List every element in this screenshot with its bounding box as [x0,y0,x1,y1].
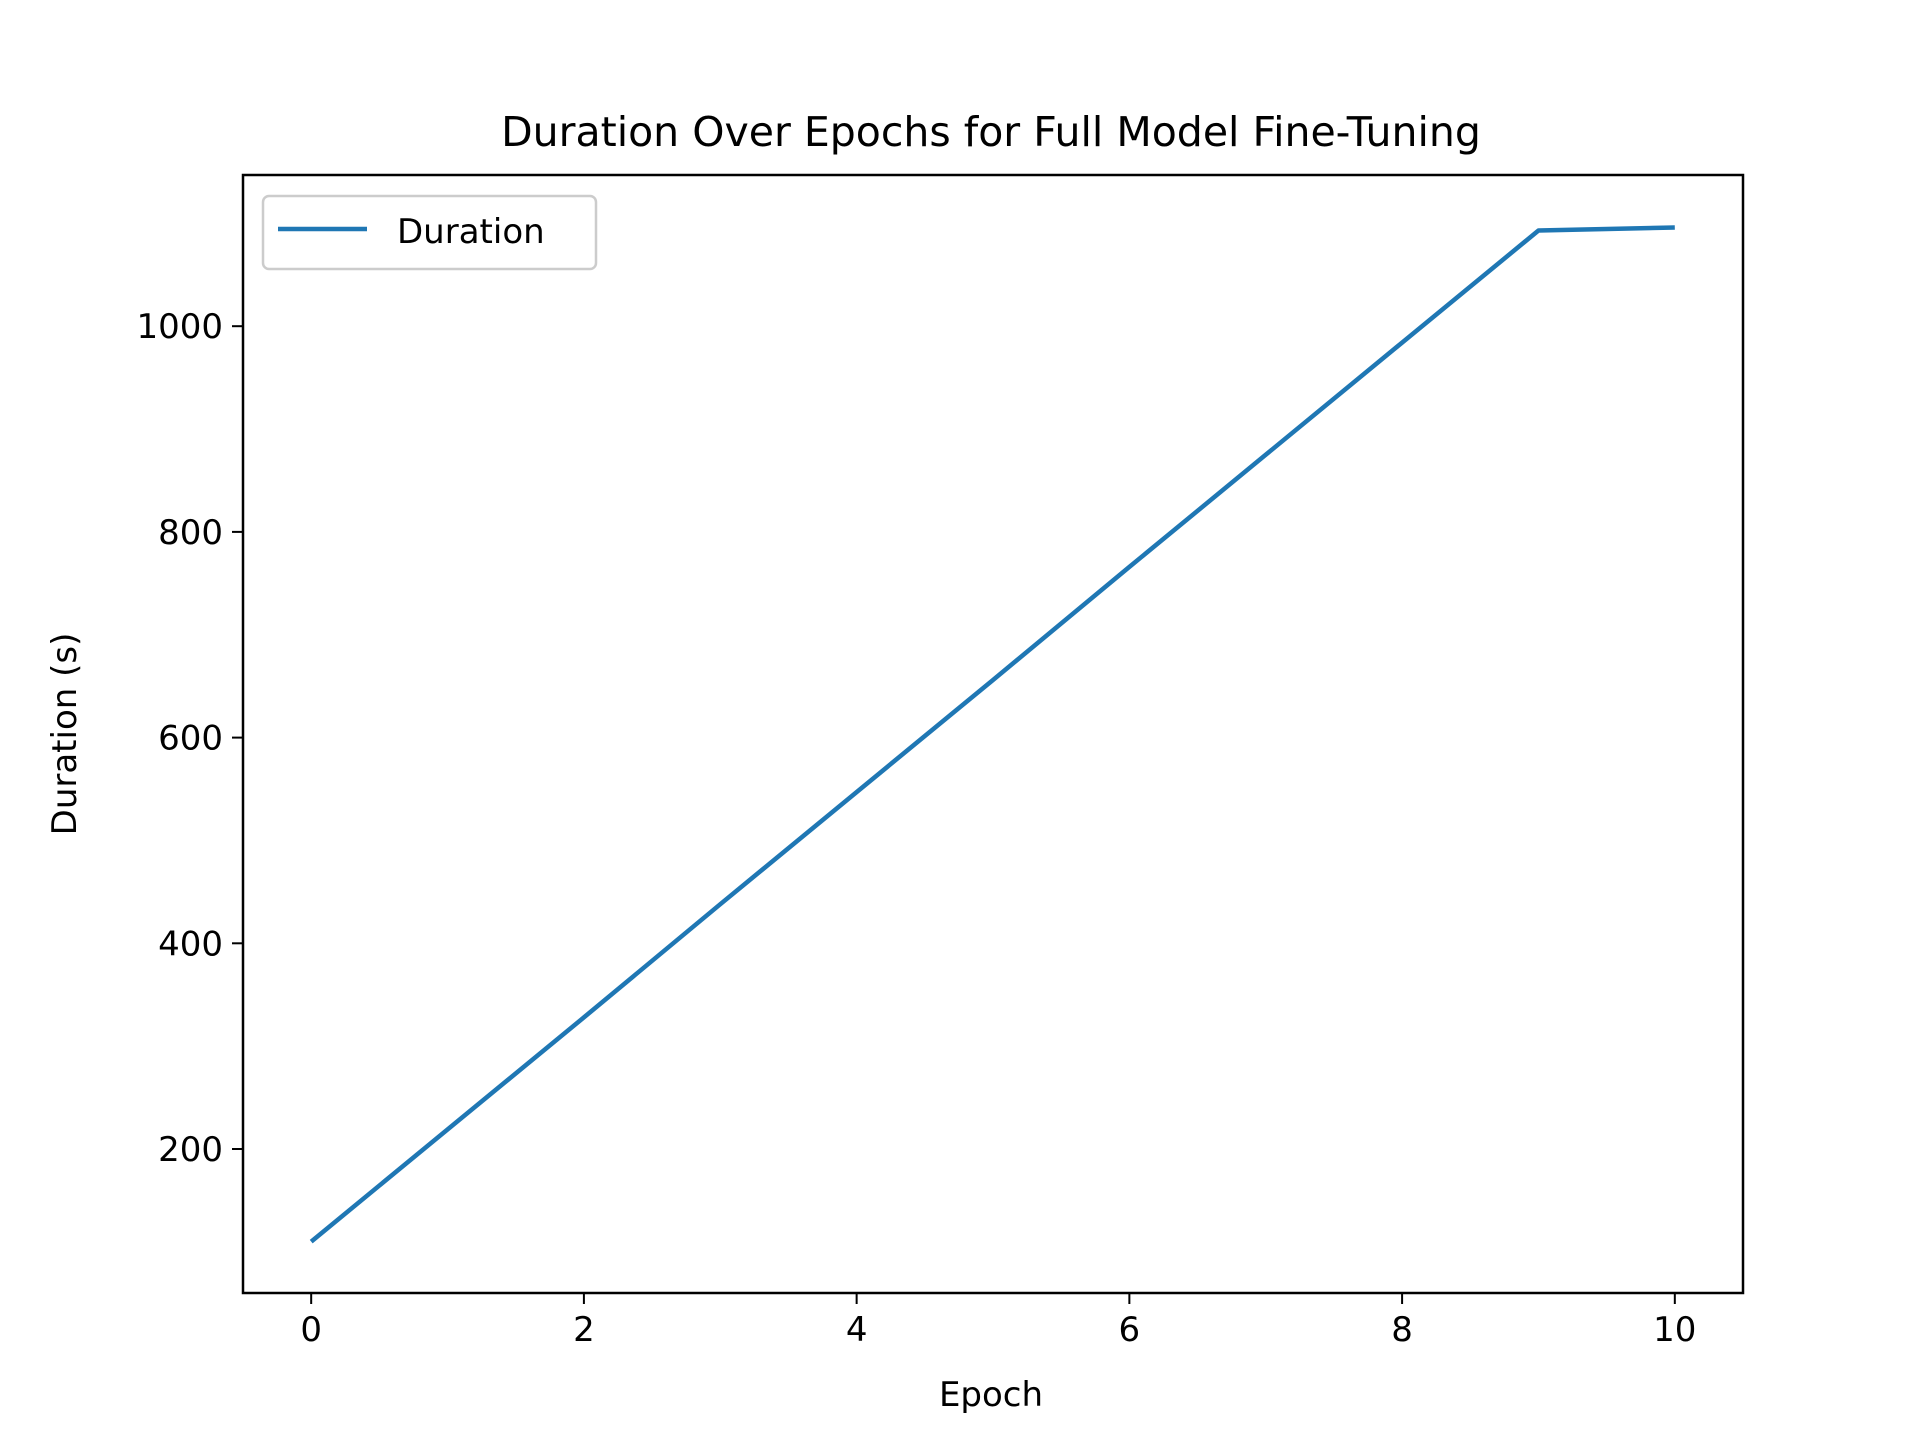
y-tick-label: 400 [158,924,223,964]
plot-area-frame [241,173,1745,1295]
series-line-duration [309,225,1675,1244]
legend: Duration [261,194,598,271]
axis-ticks: 0 2 4 6 8 10 200 400 600 800 1000 [136,307,1696,1350]
y-tick-label: 1000 [136,307,223,347]
x-tick-label: 6 [1119,1310,1141,1350]
x-tick-label: 8 [1391,1310,1413,1350]
x-tick-label: 0 [300,1310,322,1350]
y-tick-label: 600 [158,719,223,759]
y-tick-label: 200 [158,1130,223,1170]
y-axis-title: Duration (s) [45,633,85,836]
y-tick-label: 800 [158,513,223,553]
x-tick-label: 4 [846,1310,868,1350]
x-tick-label: 10 [1653,1310,1696,1350]
x-tick-label: 2 [573,1310,595,1350]
legend-label-duration: Duration [397,212,545,252]
plot-series [309,225,1675,1244]
chart-title: Duration Over Epochs for Full Model Fine… [501,108,1481,156]
x-axis-title: Epoch [939,1375,1043,1415]
legend-box [261,194,598,271]
